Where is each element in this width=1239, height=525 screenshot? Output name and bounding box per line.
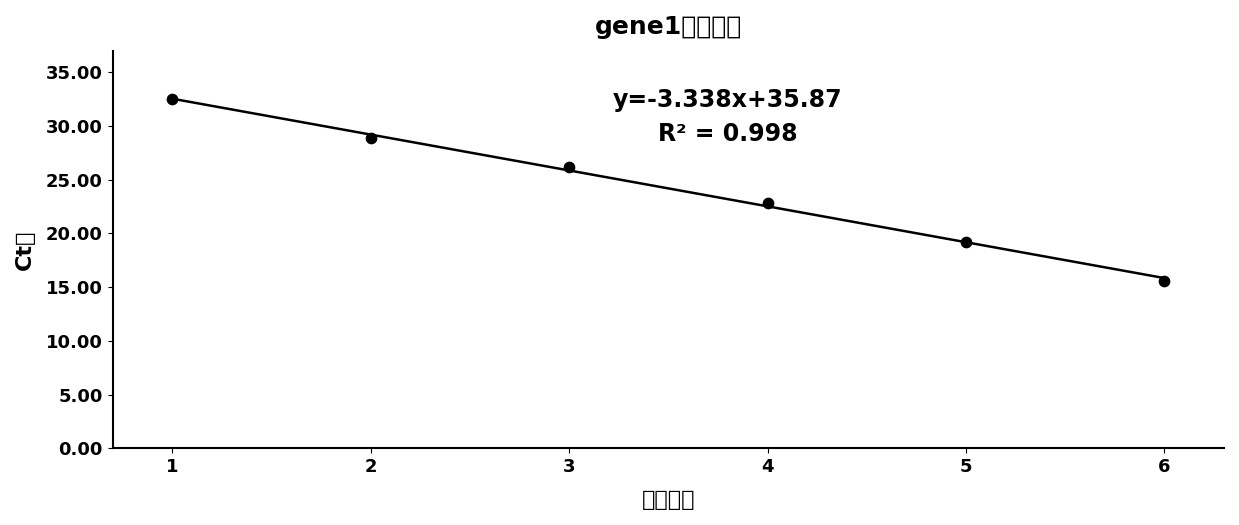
Text: y=-3.338x+35.87
R² = 0.998: y=-3.338x+35.87 R² = 0.998 — [613, 88, 843, 146]
Point — [957, 238, 976, 246]
X-axis label: 浓度梯度: 浓度梯度 — [642, 490, 695, 510]
Y-axis label: Ct值: Ct值 — [15, 229, 35, 270]
Point — [758, 198, 778, 207]
Title: gene1基因引物: gene1基因引物 — [595, 15, 742, 39]
Point — [162, 94, 182, 103]
Point — [559, 163, 579, 171]
Point — [361, 134, 380, 142]
Point — [1155, 277, 1175, 286]
